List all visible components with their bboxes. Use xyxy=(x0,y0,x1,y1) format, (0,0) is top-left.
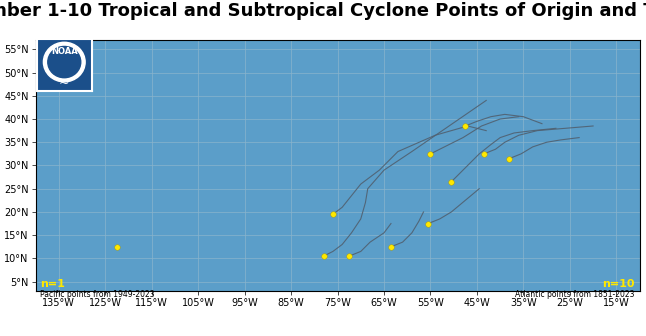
Text: Pacific points from 1949-2023: Pacific points from 1949-2023 xyxy=(40,290,155,299)
Text: December 1-10 Tropical and Subtropical Cyclone Points of Origin and Tracks: December 1-10 Tropical and Subtropical C… xyxy=(0,2,646,20)
Text: n=1: n=1 xyxy=(40,279,65,289)
Text: n=10: n=10 xyxy=(602,279,635,289)
Text: Atlantic points from 1851-2023: Atlantic points from 1851-2023 xyxy=(516,290,635,299)
Circle shape xyxy=(48,46,81,78)
Text: NOAA: NOAA xyxy=(51,47,78,56)
Text: ~: ~ xyxy=(59,76,70,89)
Circle shape xyxy=(43,42,85,82)
